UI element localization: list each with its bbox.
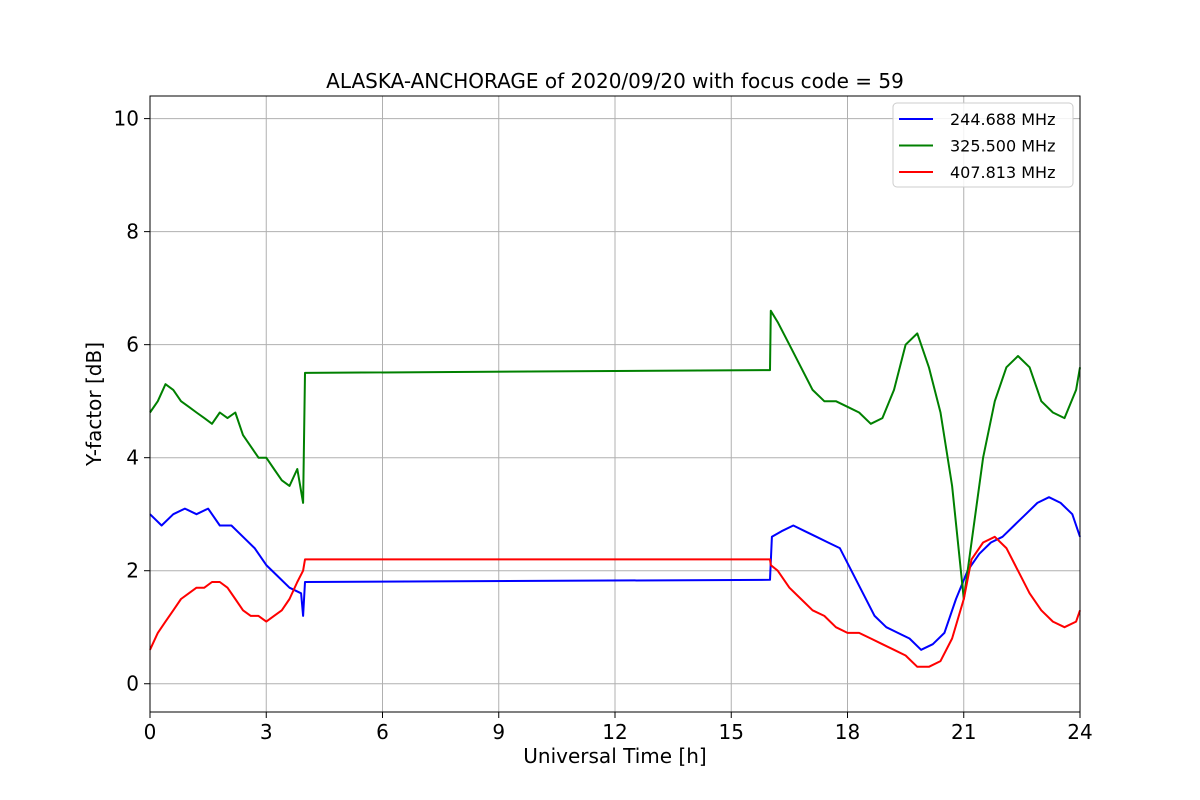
y-tick-label: 2 bbox=[126, 559, 139, 583]
x-tick-label: 18 bbox=[835, 720, 860, 744]
x-tick-label: 9 bbox=[492, 720, 505, 744]
x-tick-label: 0 bbox=[144, 720, 157, 744]
x-tick-label: 6 bbox=[376, 720, 389, 744]
x-tick-label: 3 bbox=[260, 720, 273, 744]
y-tick-label: 4 bbox=[126, 446, 139, 470]
y-axis-label: Y-factor [dB] bbox=[82, 342, 106, 467]
y-tick-label: 8 bbox=[126, 220, 139, 244]
legend-label: 244.688 MHz bbox=[950, 110, 1055, 129]
x-tick-label: 21 bbox=[951, 720, 976, 744]
x-tick-label: 12 bbox=[602, 720, 627, 744]
legend-label: 407.813 MHz bbox=[950, 163, 1055, 182]
x-tick-label: 24 bbox=[1067, 720, 1092, 744]
legend: 244.688 MHz 325.500 MHz 407.813 MHz bbox=[892, 102, 1074, 188]
series-layer bbox=[149, 309, 1081, 668]
x-tick-label: 15 bbox=[719, 720, 744, 744]
y-tick-label: 0 bbox=[126, 672, 139, 696]
chart-title: ALASKA-ANCHORAGE of 2020/09/20 with focu… bbox=[326, 69, 904, 93]
y-tick-label: 6 bbox=[126, 333, 139, 357]
legend-box bbox=[892, 102, 1074, 188]
series-line bbox=[149, 309, 1081, 600]
series-line bbox=[149, 496, 1081, 651]
series-line bbox=[149, 535, 1081, 668]
x-axis-label: Universal Time [h] bbox=[523, 744, 706, 768]
legend-label: 325.500 MHz bbox=[950, 137, 1055, 156]
y-tick-label: 10 bbox=[114, 107, 139, 131]
